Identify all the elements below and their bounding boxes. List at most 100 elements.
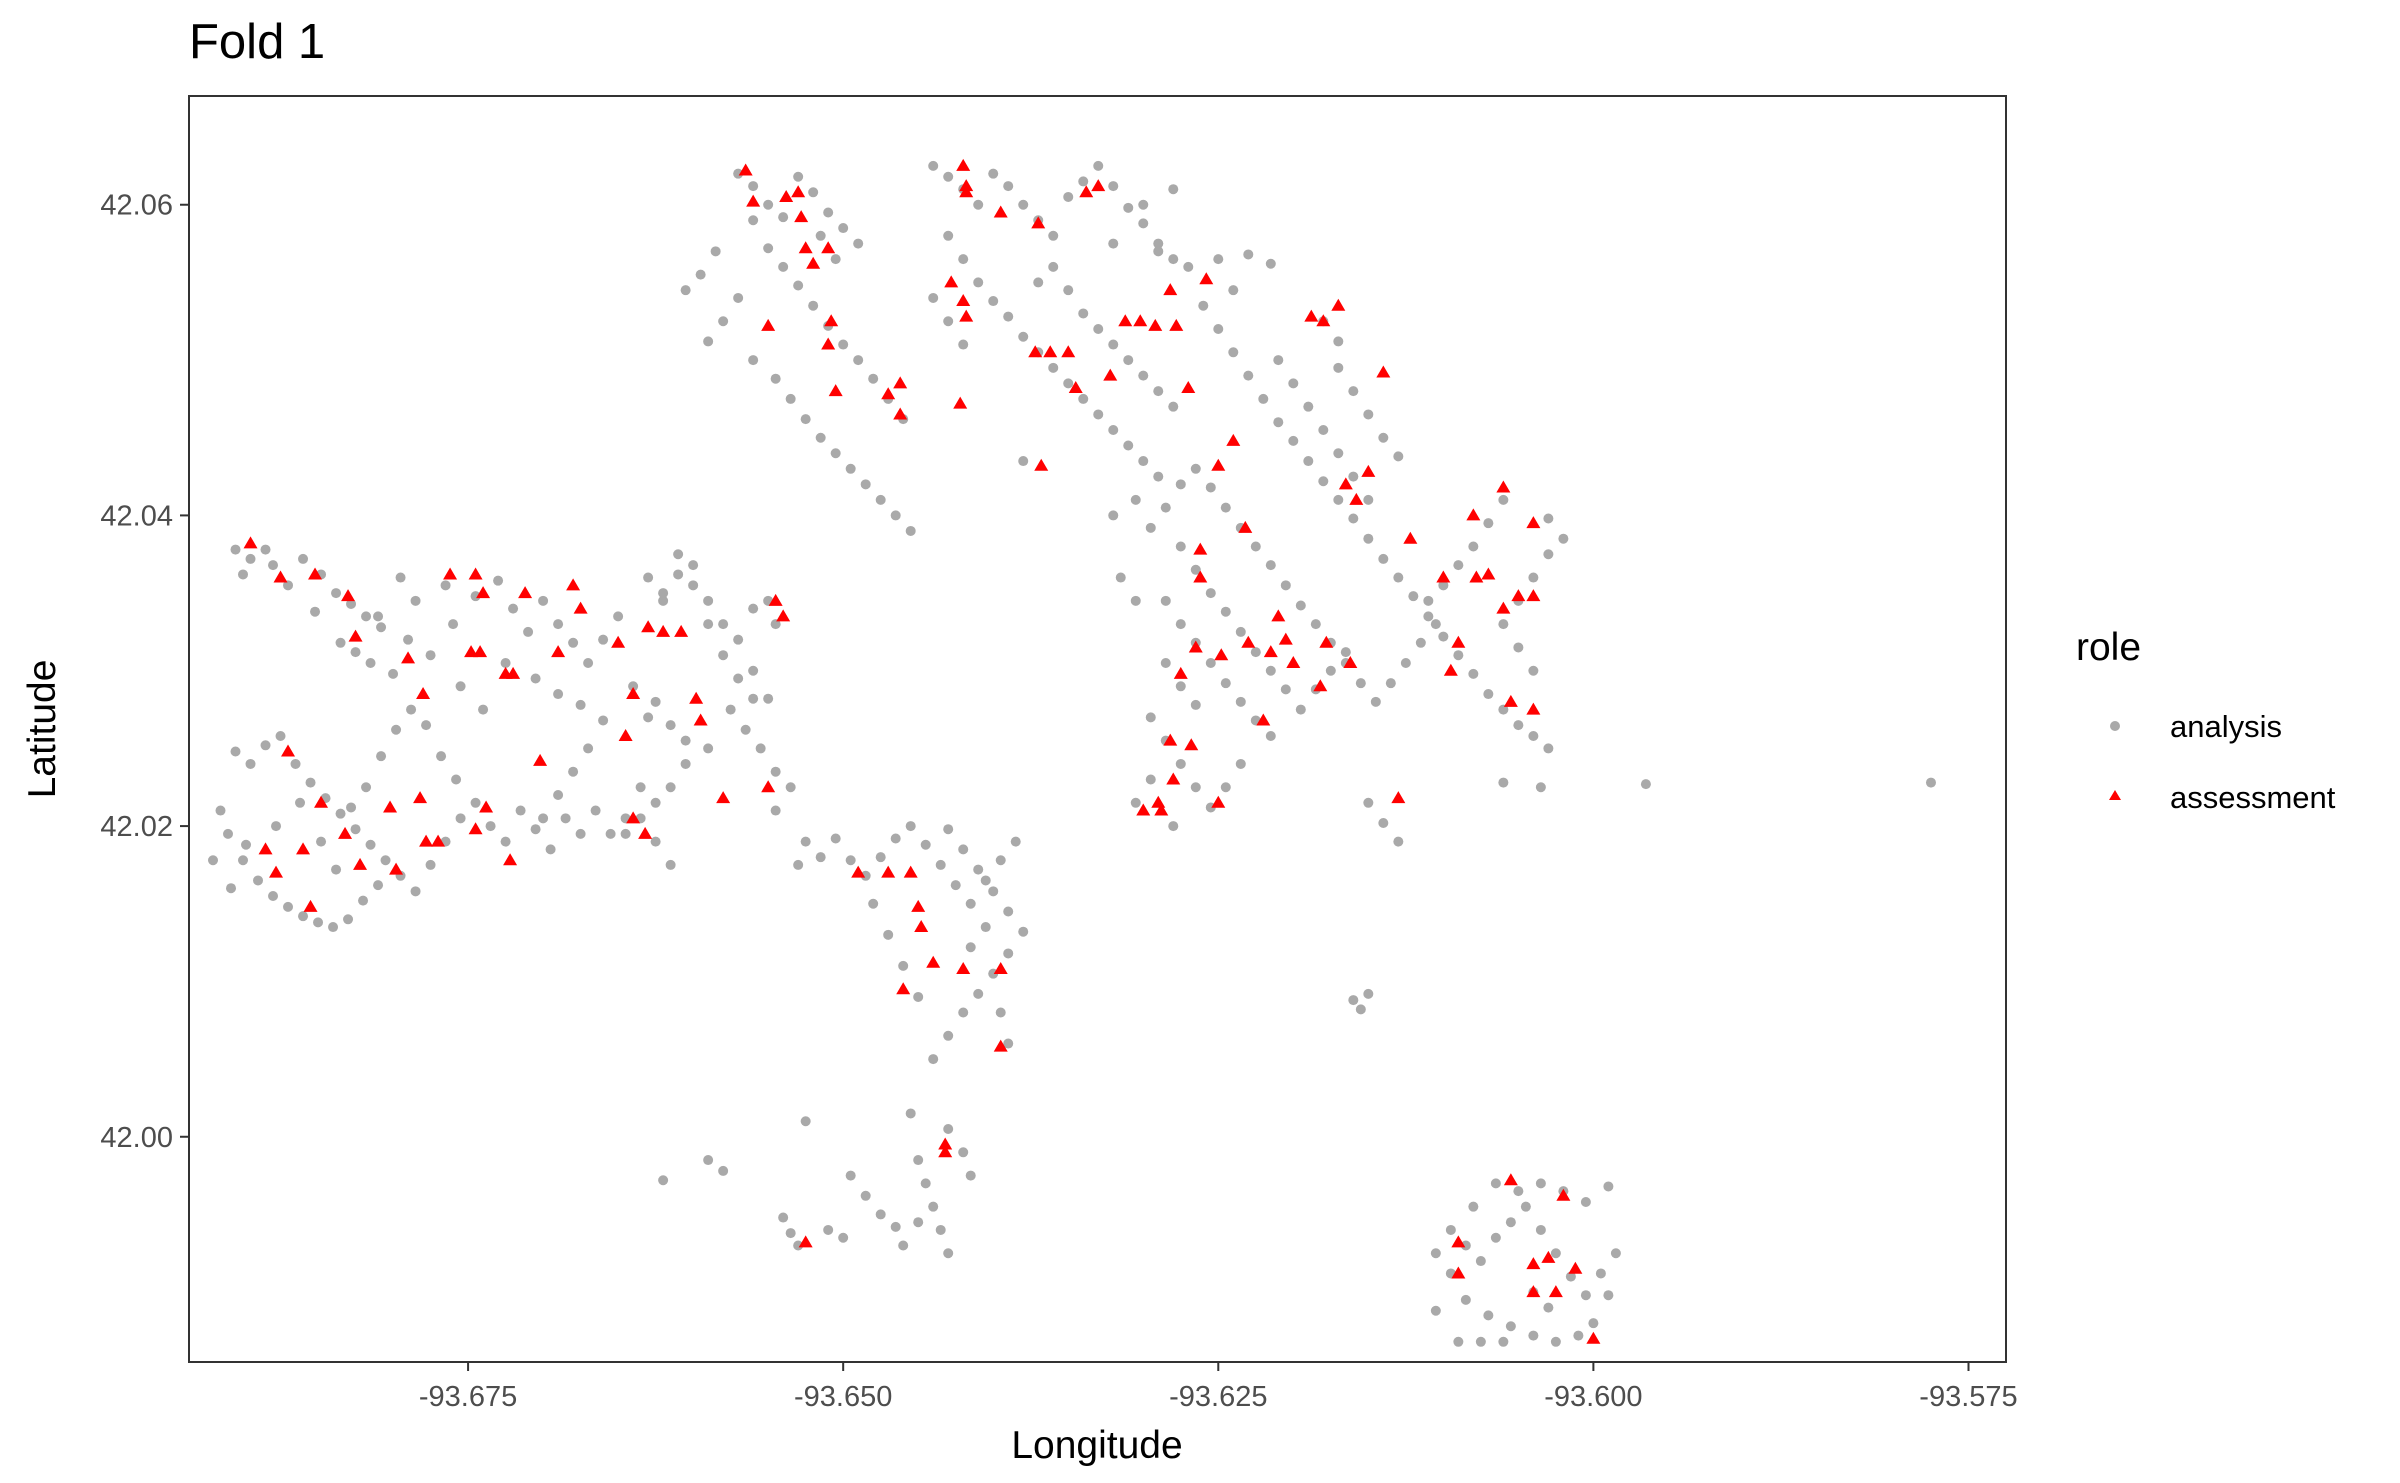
point-analysis [958, 1147, 969, 1158]
point-assessment [269, 865, 284, 878]
point-analysis [226, 883, 237, 894]
point-assessment [1163, 283, 1178, 296]
point-analysis [346, 598, 357, 609]
point-analysis [778, 261, 789, 272]
point-analysis [1340, 647, 1351, 658]
point-assessment [338, 826, 353, 839]
point-analysis [1325, 665, 1336, 676]
point-analysis [1205, 657, 1216, 668]
point-assessment [953, 396, 968, 409]
point-analysis [260, 740, 271, 751]
point-analysis [1108, 424, 1119, 435]
point-analysis [845, 463, 856, 474]
point-analysis [1003, 181, 1014, 192]
point-assessment [1103, 368, 1118, 381]
point-assessment [1451, 1266, 1466, 1279]
point-assessment [416, 687, 431, 700]
point-analysis [1123, 202, 1134, 213]
y-axis-title: Latitude [21, 660, 64, 799]
point-analysis [920, 839, 931, 850]
point-assessment [473, 645, 488, 658]
point-assessment [794, 210, 809, 223]
point-analysis [1385, 678, 1396, 689]
point-analysis [403, 634, 414, 645]
point-analysis [1430, 619, 1441, 630]
point-analysis [361, 611, 372, 622]
point-analysis [1378, 553, 1389, 564]
point-assessment [503, 853, 518, 866]
point-analysis [1160, 657, 1171, 668]
point-assessment [573, 601, 588, 614]
point-analysis [830, 833, 841, 844]
point-assessment [389, 862, 404, 875]
point-analysis [1115, 572, 1126, 583]
point-analysis [1603, 1290, 1614, 1301]
point-analysis [1535, 1224, 1546, 1235]
point-assessment [1148, 318, 1163, 331]
point-analysis [268, 560, 279, 571]
point-analysis [1483, 1310, 1494, 1321]
legend-title: role [2076, 626, 2141, 669]
point-analysis [943, 230, 954, 241]
point-analysis [1250, 647, 1261, 658]
point-analysis [943, 1123, 954, 1134]
point-assessment [1238, 520, 1253, 533]
point-analysis [310, 606, 321, 617]
point-analysis [680, 285, 691, 296]
point-assessment [893, 407, 908, 420]
point-analysis [1063, 191, 1074, 202]
point-assessment [881, 387, 896, 400]
point-analysis [1078, 176, 1089, 187]
point-assessment [618, 728, 633, 741]
point-analysis [245, 758, 256, 769]
point-analysis [1543, 549, 1554, 560]
point-analysis [770, 766, 781, 777]
point-analysis [373, 611, 384, 622]
point-analysis [1108, 238, 1119, 249]
point-assessment [1443, 663, 1458, 676]
point-analysis [1588, 1318, 1599, 1329]
point-analysis [1603, 1181, 1614, 1192]
point-analysis [1550, 1248, 1561, 1259]
x-tick-label: -93.625 [1169, 1381, 1267, 1413]
point-analysis [1145, 774, 1156, 785]
point-analysis [1543, 1302, 1554, 1313]
point-analysis [913, 1217, 924, 1228]
point-analysis [868, 898, 879, 909]
point-assessment [1526, 702, 1541, 715]
point-analysis [980, 922, 991, 933]
point-assessment [353, 857, 368, 870]
point-analysis [1558, 533, 1569, 544]
point-analysis [1378, 817, 1389, 828]
point-analysis [1198, 300, 1209, 311]
point-analysis [1265, 730, 1276, 741]
point-analysis [1213, 324, 1224, 335]
point-analysis [1175, 541, 1186, 552]
point-analysis [778, 1212, 789, 1223]
point-assessment [1256, 713, 1271, 726]
point-analysis [1528, 665, 1539, 676]
point-assessment [303, 899, 318, 912]
point-analysis [313, 917, 324, 928]
point-analysis [1430, 1305, 1441, 1316]
point-assessment [881, 865, 896, 878]
point-analysis [830, 448, 841, 459]
point-analysis [1528, 572, 1539, 583]
point-analysis [1288, 435, 1299, 446]
point-assessment [1118, 314, 1133, 327]
point-assessment [993, 961, 1008, 974]
point-analysis [710, 246, 721, 257]
point-analysis [725, 704, 736, 715]
point-analysis [785, 782, 796, 793]
point-analysis [958, 844, 969, 855]
point-assessment [1349, 492, 1364, 505]
point-assessment [1343, 655, 1358, 668]
point-analysis [1243, 249, 1254, 260]
point-analysis [1453, 1336, 1464, 1347]
point-analysis [1018, 926, 1029, 937]
plot-panel [188, 95, 2007, 1363]
point-analysis [875, 1209, 886, 1220]
point-analysis [763, 693, 774, 704]
point-assessment [1319, 635, 1334, 648]
point-assessment [1568, 1261, 1583, 1274]
